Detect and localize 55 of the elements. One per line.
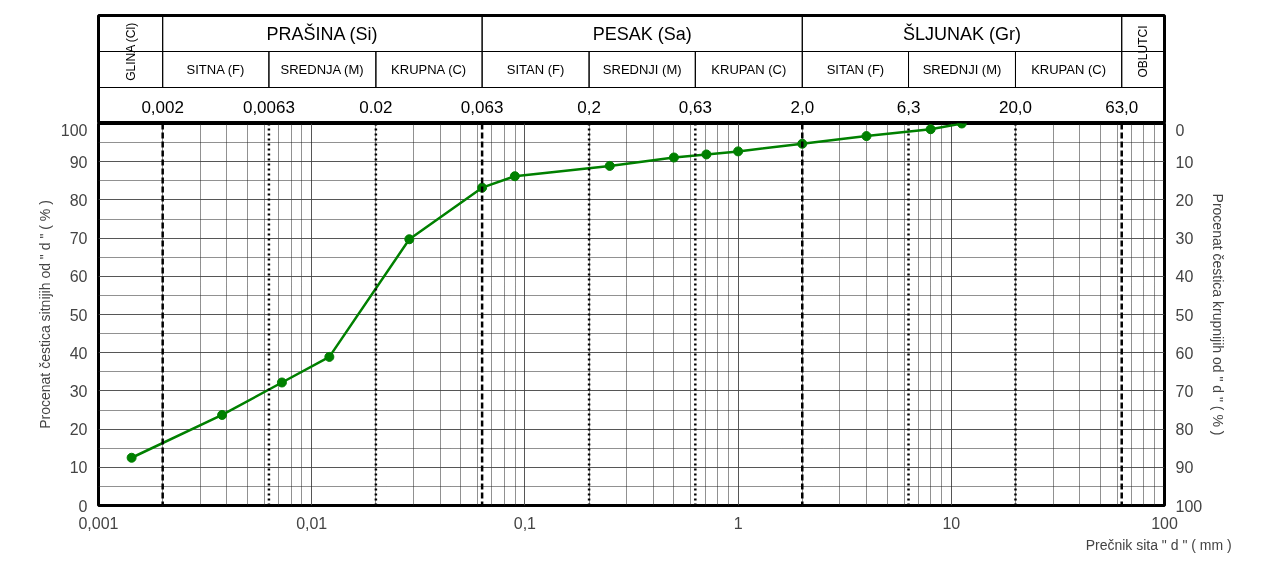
y-tick-label: 30 (69, 382, 88, 400)
x-tick-label: 0,01 (296, 514, 328, 532)
y-tick-label: 10 (69, 459, 88, 477)
text: GLINA (Cl) (123, 22, 138, 81)
y-tick-label: 70 (69, 230, 88, 248)
text: SITAN (F) (826, 62, 885, 77)
y-tick-label: 50 (69, 306, 88, 324)
y-tick-label: 90 (69, 153, 88, 171)
text: KRUPNA (C) (391, 62, 467, 77)
ref-line-label: 0.02 (359, 98, 393, 118)
y2-tick-label: 80 (1175, 421, 1194, 439)
y2-tick-label: 70 (1175, 382, 1194, 400)
y2-tick-label: 20 (1175, 191, 1194, 209)
text: SREDNJA (M) (280, 62, 364, 77)
y-axis-title: Procenat čestica sitnijih od " d " ( % ) (36, 200, 53, 429)
x-tick-label: 0,001 (78, 514, 119, 532)
y-tick-label: 0 (78, 497, 88, 515)
y2-tick-label: 30 (1175, 230, 1194, 248)
x-tick-label: 100 (1151, 514, 1178, 532)
ref-line-label: 0,002 (141, 98, 184, 118)
y-tick-label: 100 (60, 121, 88, 139)
ref-line-label: 0,063 (460, 98, 504, 118)
y2-tick-label: 60 (1175, 344, 1194, 362)
x-tick-label: 0,1 (513, 514, 537, 532)
text: SREDNJI (M) (602, 62, 682, 77)
y-tick-label: 40 (69, 344, 88, 362)
text: SITNA (F) (186, 62, 245, 77)
y2-axis-title: Procenat čestica krupnijih od " d " ( % ) (1210, 193, 1227, 436)
text: KRUPAN (C) (711, 62, 787, 77)
x-tick-label: 10 (942, 514, 961, 532)
y-tick-label: 60 (69, 268, 88, 286)
x-tick-label: 1 (733, 514, 743, 532)
text: KRUPAN (C) (1031, 62, 1107, 77)
text: PESAK (Sa) (592, 23, 692, 44)
text: SREDNJI (M) (922, 62, 1002, 77)
text: ŠLJUNAK (Gr) (902, 22, 1022, 44)
x-axis-title: Prečnik sita " d " ( mm ) (1085, 536, 1232, 553)
y2-tick-label: 50 (1175, 306, 1194, 324)
text: PRAŠINA (Si) (266, 22, 378, 44)
y-tick-label: 20 (69, 421, 88, 439)
y2-tick-label: 100 (1175, 497, 1203, 515)
ref-line-label: 63,0 (1105, 98, 1139, 118)
text: OBLUTCI (1136, 25, 1151, 78)
y2-tick-label: 40 (1175, 268, 1194, 286)
ref-line-label: 20,0 (998, 98, 1033, 118)
y2-tick-label: 90 (1175, 459, 1194, 477)
ref-line-label: 0,2 (577, 98, 601, 118)
y2-tick-label: 10 (1175, 153, 1194, 171)
ref-line-label: 6,3 (896, 98, 921, 118)
ref-line-label: 0,0063 (242, 98, 295, 118)
ref-line-label: 2,0 (790, 98, 815, 118)
ref-line-label: 0,63 (678, 98, 712, 118)
y-tick-label: 80 (69, 191, 88, 209)
text: SITAN (F) (506, 62, 565, 77)
y2-tick-label: 0 (1175, 121, 1185, 139)
